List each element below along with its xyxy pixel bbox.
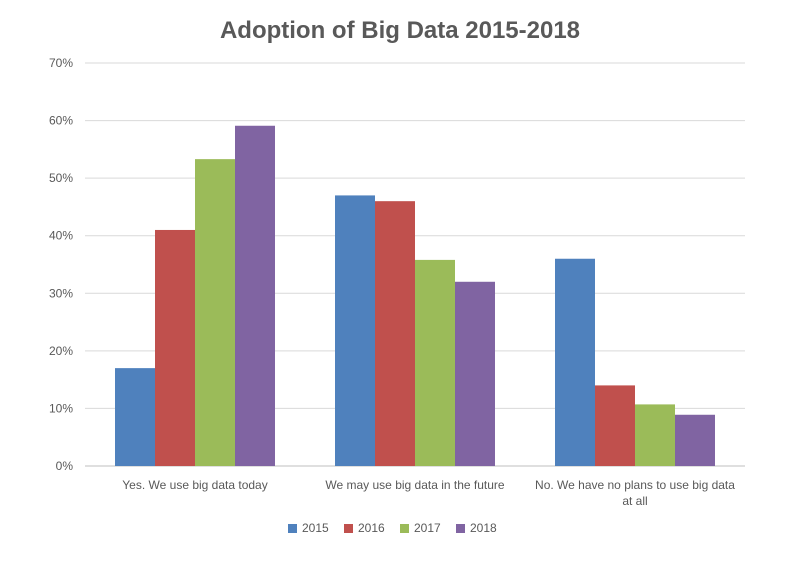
y-axis-ticks: 0% 10% 20% 30% 40% 50% 60% 70% [49, 56, 73, 473]
category-label-line: No. We have no plans to use big data [535, 478, 735, 492]
bar-2016-cat2 [595, 385, 635, 466]
category-label-line: at all [622, 494, 647, 508]
legend-item-2018: 2018 [456, 521, 497, 535]
bar-2016-cat1 [375, 201, 415, 466]
category-label-line: Yes. We use big data today [122, 478, 267, 492]
legend-label: 2015 [302, 521, 329, 535]
bar-2015-cat2 [555, 258, 595, 466]
category-label-line: We may use big data in the future [325, 478, 505, 492]
bar-2016-cat0 [155, 229, 195, 466]
bar-2015-cat0 [115, 368, 155, 466]
legend-label: 2017 [414, 521, 441, 535]
legend-item-2017: 2017 [400, 521, 441, 535]
y-tick-label: 10% [49, 401, 73, 415]
legend-swatch [400, 524, 409, 533]
y-tick-label: 40% [49, 229, 73, 243]
bar-2018-cat2 [675, 414, 715, 466]
y-tick-label: 70% [49, 56, 73, 70]
bar-2018-cat1 [455, 281, 495, 466]
legend-swatch [344, 524, 353, 533]
y-tick-label: 20% [49, 344, 73, 358]
x-axis-categories: Yes. We use big data today We may use big… [122, 478, 735, 508]
legend-swatch [456, 524, 465, 533]
legend-item-2015: 2015 [288, 521, 329, 535]
category-label: We may use big data in the future [325, 478, 505, 492]
y-tick-label: 0% [56, 459, 74, 473]
bar-2017-cat0 [195, 159, 235, 466]
chart-title: Adoption of Big Data 2015-2018 [220, 17, 580, 44]
bar-2017-cat2 [635, 404, 675, 466]
legend-swatch [288, 524, 297, 533]
legend-label: 2018 [470, 521, 497, 535]
y-tick-label: 60% [49, 114, 73, 128]
category-label: Yes. We use big data today [122, 478, 267, 492]
category-label: No. We have no plans to use big data at a… [535, 478, 735, 508]
y-tick-label: 50% [49, 171, 73, 185]
bar-2018-cat0 [235, 125, 275, 466]
bar-2015-cat1 [335, 195, 375, 466]
legend-label: 2016 [358, 521, 385, 535]
legend: 2015 2016 2017 2018 [288, 521, 497, 535]
bar-2017-cat1 [415, 259, 455, 466]
legend-item-2016: 2016 [344, 521, 385, 535]
y-tick-label: 30% [49, 286, 73, 300]
bars [115, 125, 715, 466]
